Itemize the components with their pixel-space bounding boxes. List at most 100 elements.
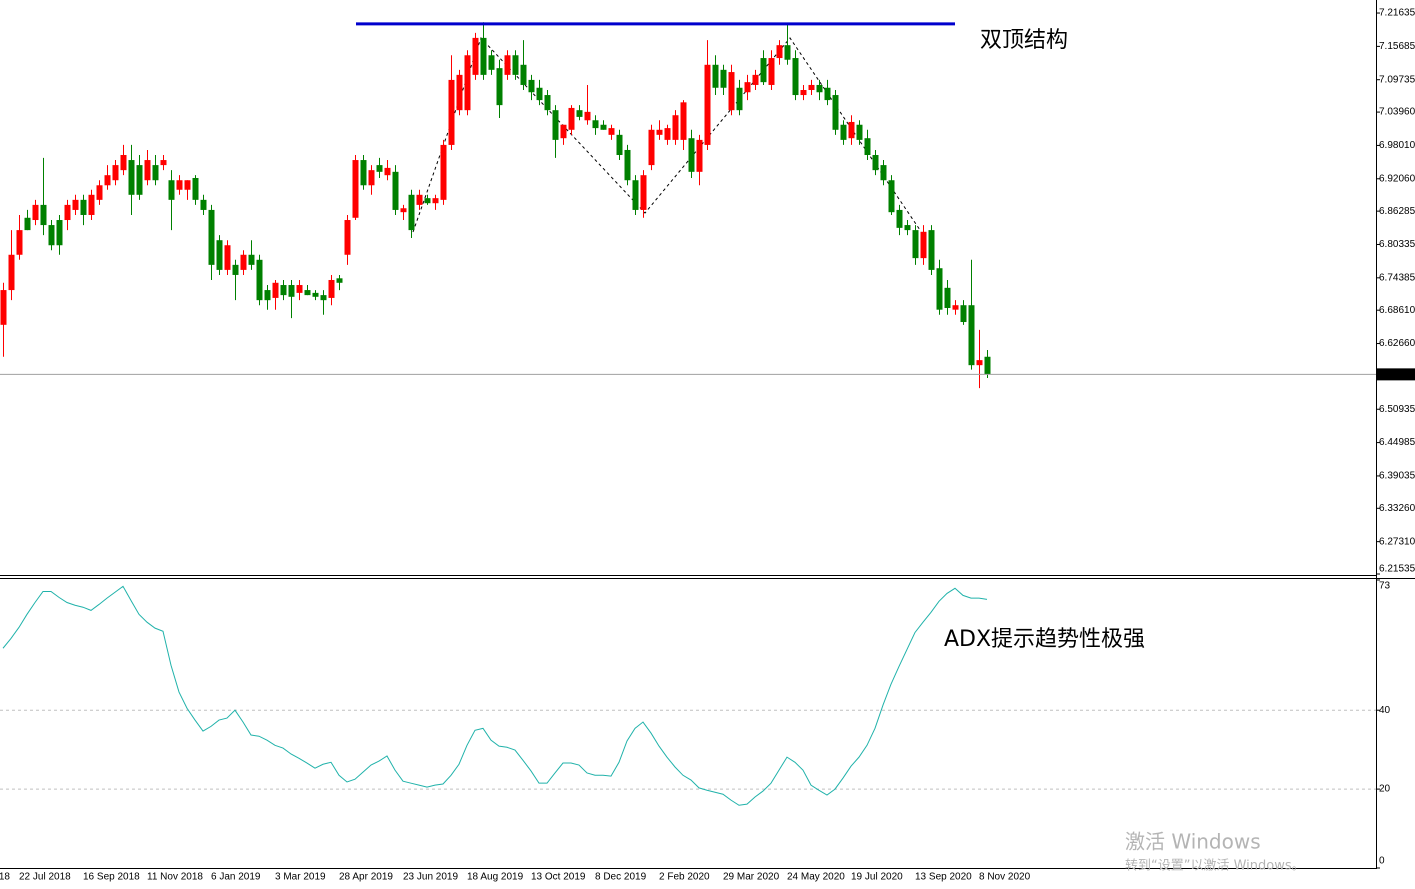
y-tick-label: 6.21535 bbox=[1379, 564, 1415, 575]
y-tick-label: 6.86285 bbox=[1379, 206, 1415, 217]
y-tick-label: 6.50935 bbox=[1379, 404, 1415, 415]
candle-body bbox=[920, 231, 927, 259]
candle-body bbox=[352, 160, 359, 218]
candle-body bbox=[328, 279, 335, 298]
x-tick-label: 13 Sep 2020 bbox=[915, 872, 972, 883]
candle-body bbox=[744, 82, 751, 93]
candle-body bbox=[48, 225, 55, 246]
candle-body bbox=[696, 139, 703, 172]
candle-body bbox=[896, 209, 903, 228]
candle-body bbox=[608, 128, 615, 135]
x-tick-label: 24 May 2020 bbox=[787, 872, 845, 883]
candle-body bbox=[64, 204, 71, 221]
candle-body bbox=[208, 209, 215, 265]
candle-body bbox=[952, 305, 959, 310]
candle-body bbox=[376, 165, 383, 172]
candle-body bbox=[424, 198, 431, 204]
candle-body bbox=[136, 165, 143, 195]
candle-body bbox=[360, 160, 367, 186]
candle-body bbox=[784, 45, 791, 60]
candle-body bbox=[728, 72, 735, 111]
y-tick-label: 7.09735 bbox=[1379, 74, 1415, 85]
candle-body bbox=[504, 55, 511, 75]
candle-body bbox=[544, 95, 551, 111]
candle-body bbox=[480, 37, 487, 75]
candle-body bbox=[176, 180, 183, 190]
candle-body bbox=[560, 124, 567, 139]
candle-body bbox=[568, 107, 575, 130]
candle-body bbox=[600, 124, 607, 130]
candle-body bbox=[448, 79, 455, 145]
y-tick-label: 6.33260 bbox=[1379, 503, 1415, 514]
candle-body bbox=[336, 278, 343, 283]
y-tick-label: 7.03960 bbox=[1379, 107, 1415, 118]
pattern-zigzag bbox=[412, 37, 921, 233]
y-tick-label: 7.21635 bbox=[1379, 8, 1415, 19]
candle-body bbox=[704, 64, 711, 145]
candle-body bbox=[32, 204, 39, 221]
candle-body bbox=[680, 102, 687, 140]
candle-body bbox=[688, 138, 695, 172]
candle-body bbox=[416, 194, 423, 205]
main-annotation: 双顶结构 bbox=[980, 28, 1068, 53]
candle-body bbox=[824, 87, 831, 101]
y-tick-label: 40 bbox=[1379, 705, 1391, 716]
x-tick-label: 18 Aug 2019 bbox=[467, 872, 524, 883]
candle-body bbox=[960, 305, 967, 323]
candle-body bbox=[280, 285, 287, 296]
candle-body bbox=[16, 230, 23, 255]
candle-body bbox=[672, 115, 679, 140]
candle-body bbox=[304, 290, 311, 296]
candle-body bbox=[240, 254, 247, 270]
candle-body bbox=[272, 282, 279, 298]
x-tick-label: 11 Nov 2018 bbox=[147, 872, 203, 883]
candle-body bbox=[120, 155, 127, 171]
watermark-title: 激活 Windows bbox=[1125, 830, 1261, 854]
candle-body bbox=[832, 95, 839, 130]
candle-body bbox=[592, 120, 599, 129]
candle-body bbox=[968, 305, 975, 366]
candle-body bbox=[800, 90, 807, 96]
x-tick-label: 16 Sep 2018 bbox=[83, 872, 140, 883]
y-tick-label: 6.44985 bbox=[1379, 437, 1415, 448]
y-tick-label: 7.15685 bbox=[1379, 41, 1415, 52]
candle-body bbox=[760, 58, 767, 83]
candle-body bbox=[256, 259, 263, 301]
candle-body bbox=[912, 230, 919, 259]
candle-body bbox=[80, 199, 87, 215]
candle-body bbox=[392, 171, 399, 210]
y-tick-label: 6.80335 bbox=[1379, 239, 1415, 250]
y-tick-label: 6.39035 bbox=[1379, 471, 1415, 482]
candle-body bbox=[24, 217, 31, 231]
candle-body bbox=[464, 55, 471, 111]
candle-body bbox=[736, 87, 743, 111]
candle-body bbox=[496, 68, 503, 106]
y-tick-label: 6.98010 bbox=[1379, 140, 1415, 151]
x-tick-label: 29 Mar 2020 bbox=[723, 872, 780, 883]
y-tick-label: 6.92060 bbox=[1379, 173, 1415, 184]
candle-body bbox=[816, 84, 823, 93]
candle-body bbox=[160, 160, 167, 166]
candle-body bbox=[248, 254, 255, 265]
candle-body bbox=[72, 199, 79, 210]
candle-body bbox=[536, 87, 543, 101]
candle-body bbox=[528, 79, 535, 93]
x-tick-label: 8 Nov 2020 bbox=[979, 872, 1031, 883]
candle-body bbox=[664, 128, 671, 140]
candle-body bbox=[56, 220, 63, 246]
candle-body bbox=[792, 58, 799, 96]
candle-body bbox=[128, 160, 135, 195]
candle-body bbox=[848, 121, 855, 139]
candle-body bbox=[344, 220, 351, 255]
candle-body bbox=[264, 290, 271, 301]
candle-body bbox=[400, 208, 407, 213]
candle-body bbox=[584, 111, 591, 121]
candle-body bbox=[656, 129, 663, 135]
candle-body bbox=[368, 170, 375, 186]
candle-body bbox=[144, 160, 151, 181]
candle-body bbox=[768, 58, 775, 85]
candle-body bbox=[944, 287, 951, 309]
x-tick-label: 19 Jul 2020 bbox=[851, 872, 903, 883]
candle-body bbox=[712, 64, 719, 88]
